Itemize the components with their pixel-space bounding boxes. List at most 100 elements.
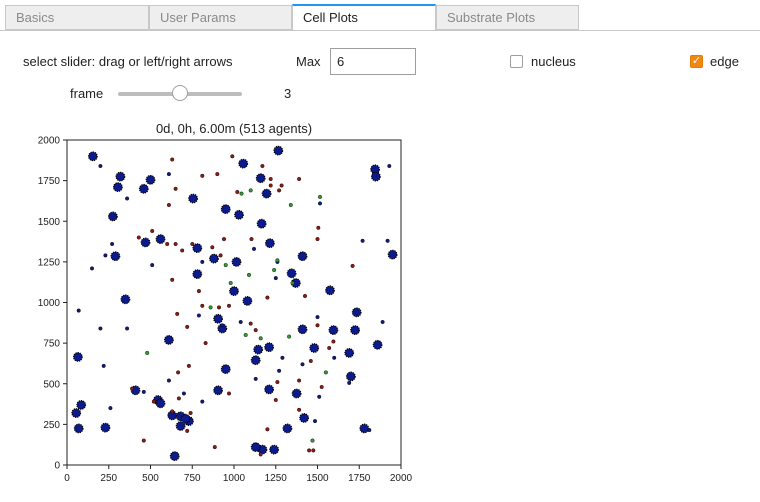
- y-tick-label: 1500: [38, 217, 61, 228]
- cell-small-point: [203, 341, 208, 346]
- cell-small-point: [101, 363, 106, 368]
- x-tick-label: 1000: [223, 473, 246, 484]
- cell-small-point: [253, 328, 258, 333]
- cell-small-point: [218, 253, 223, 258]
- tab-user-params[interactable]: User Params: [149, 5, 292, 30]
- cell-small-point: [318, 201, 323, 206]
- cell-small-point: [380, 320, 385, 325]
- cell-small-point: [273, 276, 278, 281]
- edge-label: edge: [710, 54, 739, 69]
- cell-small-point: [190, 241, 195, 246]
- cell-large-point: [371, 171, 381, 182]
- cell-large-point: [265, 238, 275, 249]
- cell-small-point: [223, 263, 228, 268]
- cell-small-point: [268, 183, 273, 188]
- cell-small-point: [173, 241, 178, 246]
- cell-small-point: [248, 188, 253, 193]
- cell-small-point: [332, 355, 337, 360]
- max-label: Max: [296, 54, 321, 69]
- cell-large-point: [269, 444, 280, 455]
- cell-small-point: [150, 263, 155, 268]
- cell-large-point: [213, 313, 224, 324]
- cell-small-point: [290, 281, 295, 286]
- cell-large-point: [130, 385, 141, 396]
- cell-small-point: [277, 188, 282, 193]
- edge-checkbox[interactable]: ✓: [690, 55, 703, 68]
- cell-small-point: [279, 183, 284, 188]
- cell-large-point: [169, 451, 180, 462]
- cell-small-point: [185, 428, 190, 433]
- cell-large-point: [255, 173, 266, 184]
- cell-large-point: [153, 395, 163, 405]
- cell-small-point: [220, 323, 225, 328]
- cell-large-point: [220, 204, 231, 215]
- cell-small-point: [180, 248, 185, 253]
- cell-small-point: [310, 438, 315, 443]
- cell-large-point: [387, 249, 398, 260]
- x-tick-label: 1250: [265, 473, 288, 484]
- cell-small-point: [385, 238, 390, 243]
- y-tick-label: 0: [54, 461, 60, 472]
- cell-small-point: [327, 346, 332, 351]
- cell-large-point: [346, 371, 356, 382]
- cell-small-point: [200, 259, 205, 264]
- cell-small-point: [260, 163, 265, 168]
- cell-small-point: [313, 419, 318, 424]
- cell-large-point: [234, 209, 244, 220]
- max-input[interactable]: 6: [330, 48, 416, 75]
- cell-small-point: [175, 311, 180, 316]
- cell-small-point: [228, 281, 233, 286]
- cell-large-point: [299, 413, 310, 423]
- cell-small-point: [76, 308, 81, 313]
- y-tick-label: 1250: [38, 257, 61, 268]
- cell-small-point: [387, 163, 392, 168]
- cell-small-point: [239, 191, 244, 196]
- cell-small-point: [272, 268, 277, 273]
- frame-slider-handle[interactable]: [172, 85, 188, 101]
- cell-large-point: [175, 421, 186, 431]
- cell-small-point: [317, 394, 322, 399]
- cell-small-point: [258, 452, 263, 457]
- y-tick-label: 250: [43, 420, 60, 431]
- cell-small-point: [173, 186, 178, 191]
- cell-large-point: [253, 344, 264, 355]
- cell-large-point: [264, 342, 275, 353]
- cell-large-point: [72, 352, 83, 362]
- tab-basics[interactable]: Basics: [5, 5, 149, 30]
- y-tick-label: 500: [43, 379, 60, 390]
- cell-small-point: [166, 378, 171, 383]
- cell-small-point: [216, 305, 221, 310]
- x-tick-label: 500: [142, 473, 159, 484]
- cell-small-point: [125, 326, 130, 331]
- cell-large-point: [238, 158, 249, 169]
- cell-large-point: [250, 355, 261, 366]
- cell-large-point: [350, 325, 361, 336]
- cell-large-point: [155, 234, 166, 245]
- cell-large-point: [257, 444, 268, 455]
- cell-large-point: [87, 151, 98, 162]
- cell-small-point: [170, 157, 175, 162]
- tab-substrate-plots[interactable]: Substrate Plots: [436, 5, 579, 30]
- cell-small-point: [265, 427, 270, 432]
- cell-small-point: [200, 173, 205, 178]
- y-tick-label: 2000: [38, 136, 61, 147]
- chart-title: 0d, 0h, 6.00m (513 agents): [156, 121, 312, 136]
- cell-small-point: [166, 202, 171, 207]
- cell-small-point: [212, 445, 217, 450]
- cell-small-point: [318, 194, 323, 199]
- cell-small-point: [265, 295, 270, 300]
- cell-small-point: [226, 391, 231, 396]
- tab-cell-plots[interactable]: Cell Plots: [292, 4, 436, 31]
- cell-large-point: [256, 218, 267, 229]
- cell-small-point: [315, 315, 320, 320]
- nucleus-checkbox[interactable]: [510, 55, 523, 68]
- cell-small-point: [108, 406, 113, 411]
- cell-large-point: [372, 339, 383, 350]
- cell-small-point: [308, 359, 313, 364]
- x-tick-label: 1750: [348, 473, 371, 484]
- cell-small-point: [297, 378, 302, 383]
- cell-large-point: [328, 325, 339, 336]
- cell-small-point: [300, 362, 305, 367]
- cell-large-point: [183, 416, 194, 427]
- cell-large-point: [282, 423, 293, 434]
